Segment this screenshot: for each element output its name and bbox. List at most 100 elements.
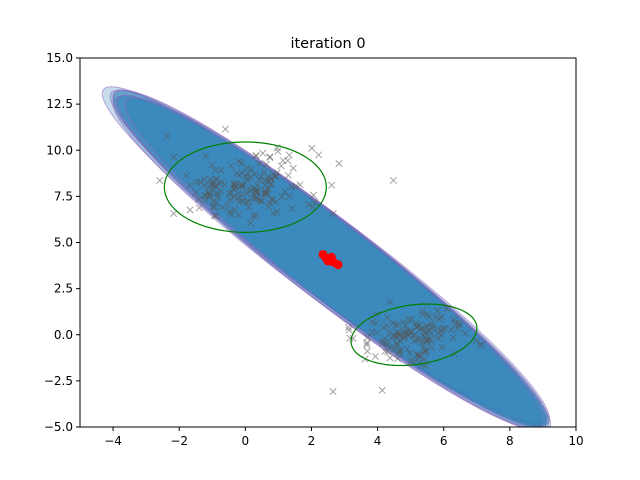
data-point [304, 200, 312, 208]
data-point [345, 323, 353, 331]
data-point [224, 201, 232, 210]
data-point [296, 181, 304, 189]
x-tick-label: −4 [104, 434, 122, 448]
data-point [447, 326, 455, 334]
data-point [423, 336, 431, 344]
data-point [416, 335, 424, 343]
y-tick-label: 5.0 [54, 236, 73, 250]
data-point [206, 193, 214, 201]
data-point [413, 323, 421, 331]
y-tick-label: 10.0 [46, 143, 73, 157]
data-point [378, 386, 386, 394]
data-point [247, 219, 255, 227]
data-point [386, 328, 394, 336]
data-point [328, 181, 336, 189]
data-point [209, 182, 217, 191]
data-point [388, 342, 396, 350]
data-point [239, 181, 247, 189]
data-point [264, 176, 272, 184]
data-point [242, 198, 251, 206]
data-point [363, 339, 371, 347]
data-point [261, 188, 269, 196]
data-point [217, 166, 225, 174]
data-point [421, 348, 429, 357]
data-point [428, 319, 436, 328]
data-point [329, 209, 337, 217]
data-point [266, 154, 274, 162]
data-point [218, 177, 226, 186]
data-point [363, 347, 371, 355]
data-point [417, 325, 425, 333]
x-tick-label: 10 [568, 434, 583, 448]
data-point [422, 323, 430, 331]
data-point [425, 336, 433, 344]
data-point [246, 184, 254, 192]
data-point [371, 352, 379, 360]
data-point [265, 185, 273, 193]
data-point [423, 310, 431, 318]
data-point [396, 347, 404, 356]
x-tick-label: 0 [242, 434, 250, 448]
data-point [417, 339, 425, 347]
data-point [261, 190, 269, 198]
data-point [432, 313, 440, 321]
data-point [383, 313, 391, 321]
data-point [329, 388, 337, 396]
data-point [372, 319, 380, 327]
data-point [227, 210, 235, 219]
data-point [395, 349, 403, 357]
data-point [368, 318, 376, 326]
data-point [209, 203, 217, 211]
data-point [186, 181, 194, 189]
data-point [211, 166, 219, 174]
data-point [270, 209, 278, 218]
data-point [455, 319, 463, 327]
data-point [243, 176, 251, 184]
data-point [226, 196, 234, 204]
data-point [266, 153, 274, 161]
data-point [285, 151, 293, 159]
data-point [202, 152, 210, 160]
data-point [235, 171, 243, 179]
data-points [156, 125, 486, 396]
data-point [273, 208, 281, 216]
data-point [427, 330, 435, 338]
data-point [478, 340, 486, 348]
data-point [252, 189, 260, 197]
data-point [315, 151, 323, 159]
data-point [277, 162, 285, 170]
data-point [258, 197, 266, 205]
data-point [252, 152, 260, 160]
data-point [345, 326, 353, 334]
data-point [434, 325, 442, 333]
true-ellipse-1 [350, 303, 478, 367]
data-point [200, 175, 209, 183]
data-point [227, 162, 235, 170]
data-point [384, 347, 392, 356]
data-point [309, 191, 318, 199]
data-point [284, 171, 292, 179]
component-centers [318, 249, 343, 270]
data-point [193, 178, 201, 186]
data-point [394, 321, 402, 329]
true-cluster-ellipses [163, 141, 478, 367]
data-point [234, 211, 242, 219]
x-tick-label: 4 [374, 434, 382, 448]
data-point [395, 331, 403, 339]
data-point [372, 328, 381, 336]
data-point [393, 341, 402, 349]
data-point [386, 354, 394, 362]
data-point [163, 132, 171, 140]
data-point [235, 157, 243, 165]
data-point [170, 153, 178, 161]
y-tick-label: 12.5 [46, 97, 73, 111]
data-point [256, 159, 264, 168]
data-point [204, 189, 212, 197]
data-point [208, 161, 216, 169]
data-point [308, 144, 316, 152]
x-tick-label: 8 [506, 434, 514, 448]
data-point [232, 179, 240, 188]
data-point [450, 316, 458, 324]
data-point [273, 169, 281, 177]
